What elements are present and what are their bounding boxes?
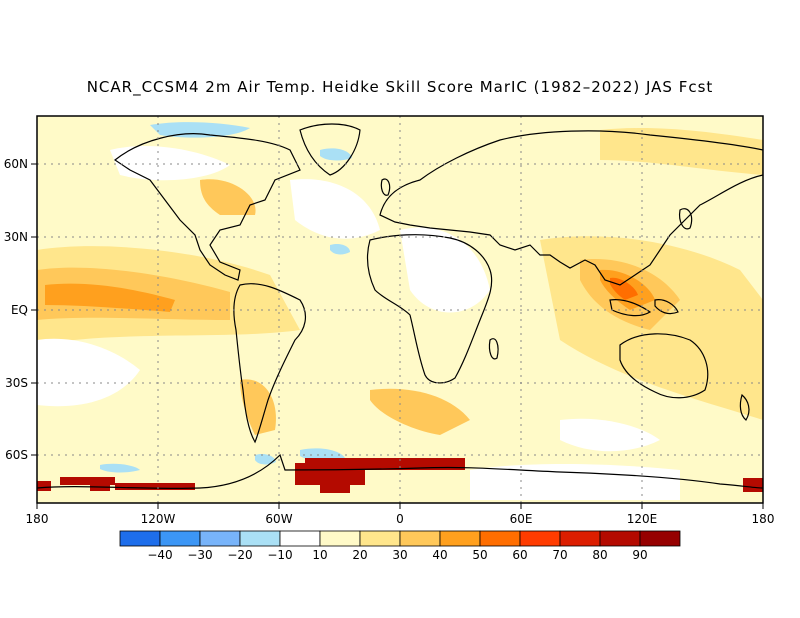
lon-label: 180 — [752, 512, 775, 526]
colorbar-swatch — [519, 530, 561, 547]
colorbar-label: 90 — [632, 548, 647, 562]
colorbar-swatch — [199, 530, 241, 547]
colorbar-label: −30 — [187, 548, 212, 562]
lat-label: 60S — [5, 448, 28, 462]
colorbar-label: 30 — [392, 548, 407, 562]
colorbar-swatch — [399, 530, 441, 547]
colorbar-swatch — [319, 530, 361, 547]
colorbar-swatch — [599, 530, 641, 547]
map-title: NCAR_CCSM4 2m Air Temp. Heidke Skill Sco… — [86, 78, 714, 96]
colorbar-label: 10 — [312, 548, 327, 562]
colorbar-label: 70 — [552, 548, 567, 562]
colorbar-label: −20 — [227, 548, 252, 562]
colorbar-swatch — [439, 530, 481, 547]
coastlines — [37, 123, 763, 490]
colorbar-label: 80 — [592, 548, 607, 562]
colorbar-swatch — [559, 530, 601, 547]
graticule — [37, 116, 763, 503]
lat-label: EQ — [11, 303, 28, 317]
colorbar-swatch — [239, 530, 281, 547]
colorbar-swatch — [479, 530, 521, 547]
lon-label: 60W — [265, 512, 292, 526]
colorbar-swatch — [279, 530, 321, 547]
axis-ticks — [31, 163, 764, 509]
lon-label: 60E — [510, 512, 533, 526]
lat-label: 30S — [5, 376, 28, 390]
colorbar-swatch — [159, 530, 201, 547]
colorbar-label: −40 — [147, 548, 172, 562]
colorbar-label: 60 — [512, 548, 527, 562]
colorbar-label: −10 — [267, 548, 292, 562]
lon-label: 120W — [141, 512, 176, 526]
colorbar-label: 20 — [352, 548, 367, 562]
colorbar-swatch — [639, 530, 681, 547]
lon-label: 0 — [396, 512, 404, 526]
lon-label: 120E — [627, 512, 658, 526]
colorbar-swatch — [359, 530, 401, 547]
colorbar-label: 40 — [432, 548, 447, 562]
lat-label: 30N — [4, 230, 28, 244]
colorbar-labels: −40 −30 −20 −10 10 20 30 40 50 60 70 80 … — [147, 548, 647, 562]
colorbar-swatch — [119, 530, 161, 547]
colorbar — [119, 530, 681, 547]
lat-label: 60N — [4, 157, 28, 171]
lon-label: 180 — [26, 512, 49, 526]
colorbar-label: 50 — [472, 548, 487, 562]
